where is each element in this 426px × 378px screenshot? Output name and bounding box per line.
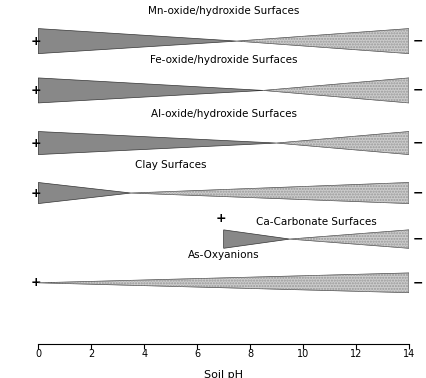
Polygon shape <box>276 132 409 155</box>
Text: Fe-oxide/hydroxide Surfaces: Fe-oxide/hydroxide Surfaces <box>150 55 297 65</box>
Text: +: + <box>216 212 226 225</box>
Text: Ca-Carbonate Surfaces: Ca-Carbonate Surfaces <box>256 217 377 226</box>
Text: −: − <box>413 276 423 289</box>
Text: Al-oxide/hydroxide Surfaces: Al-oxide/hydroxide Surfaces <box>151 109 296 119</box>
Text: Mn-oxide/hydroxide Surfaces: Mn-oxide/hydroxide Surfaces <box>148 6 299 16</box>
Text: As-Oxyanions: As-Oxyanions <box>188 250 259 260</box>
Polygon shape <box>224 230 290 248</box>
Polygon shape <box>38 132 276 155</box>
Text: +: + <box>30 136 41 150</box>
Polygon shape <box>38 78 263 103</box>
Polygon shape <box>237 29 409 54</box>
Text: −: − <box>413 186 423 200</box>
Text: +: + <box>30 35 41 48</box>
Text: +: + <box>30 276 41 289</box>
Text: −: − <box>413 232 423 246</box>
Text: +: + <box>30 186 41 200</box>
Polygon shape <box>38 273 409 293</box>
Text: −: − <box>413 136 423 150</box>
Polygon shape <box>263 78 409 103</box>
Polygon shape <box>38 29 237 54</box>
Text: +: + <box>30 84 41 97</box>
Text: −: − <box>413 35 423 48</box>
Text: Clay Surfaces: Clay Surfaces <box>135 160 207 170</box>
X-axis label: Soil pH: Soil pH <box>204 370 243 378</box>
Polygon shape <box>38 183 131 204</box>
Polygon shape <box>290 230 409 248</box>
Polygon shape <box>131 183 409 204</box>
Text: −: − <box>413 84 423 97</box>
